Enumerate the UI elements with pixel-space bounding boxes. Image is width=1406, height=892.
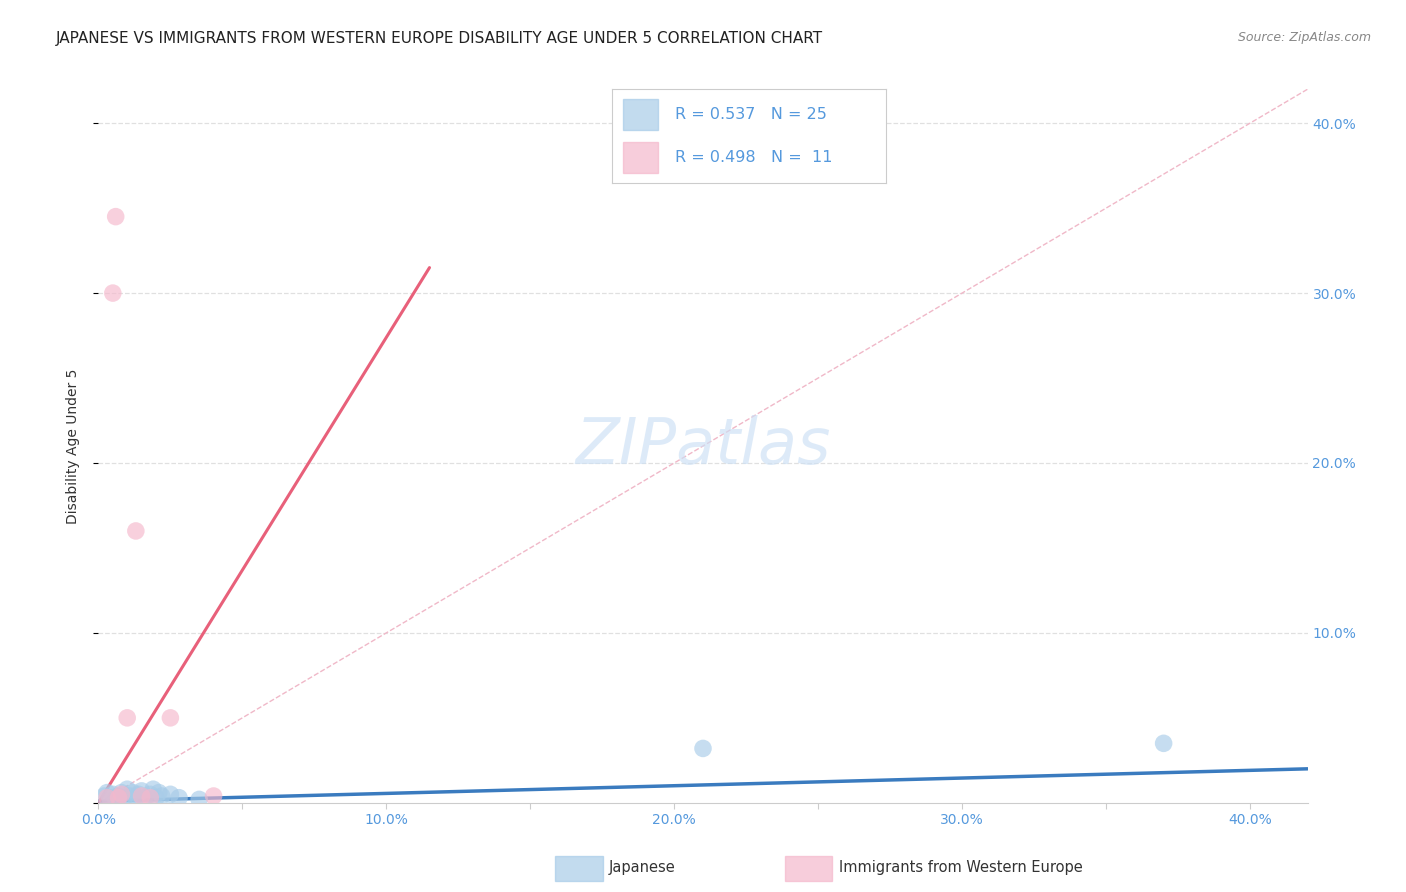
- Bar: [623, 98, 658, 130]
- Point: [96, 790, 118, 805]
- Point: [167, 790, 190, 805]
- Point: [134, 790, 156, 805]
- Point: [120, 789, 142, 803]
- Bar: [623, 142, 658, 173]
- Y-axis label: Disability Age Under 5: Disability Age Under 5: [66, 368, 80, 524]
- Point: [115, 711, 138, 725]
- Point: [104, 210, 127, 224]
- Point: [110, 787, 132, 801]
- Point: [159, 711, 181, 725]
- Point: [188, 792, 211, 806]
- Text: JAPANESE VS IMMIGRANTS FROM WESTERN EUROPE DISABILITY AGE UNDER 5 CORRELATION CH: JAPANESE VS IMMIGRANTS FROM WESTERN EURO…: [56, 31, 824, 46]
- Point: [93, 789, 115, 803]
- Point: [107, 789, 129, 803]
- Point: [148, 786, 170, 800]
- Point: [110, 786, 132, 800]
- Point: [128, 787, 150, 801]
- Point: [104, 792, 127, 806]
- Point: [115, 782, 138, 797]
- Point: [122, 786, 145, 800]
- Point: [125, 524, 148, 538]
- Point: [131, 789, 153, 803]
- Point: [131, 784, 153, 798]
- Point: [159, 787, 181, 801]
- Point: [107, 790, 129, 805]
- Point: [98, 790, 121, 805]
- Text: Source: ZipAtlas.com: Source: ZipAtlas.com: [1237, 31, 1371, 45]
- Point: [139, 790, 162, 805]
- Point: [125, 790, 148, 805]
- Point: [145, 790, 167, 805]
- Text: R = 0.537   N = 25: R = 0.537 N = 25: [675, 107, 827, 122]
- Point: [150, 789, 173, 803]
- Point: [112, 790, 135, 805]
- Point: [692, 741, 714, 756]
- Point: [101, 286, 124, 301]
- Text: R = 0.498   N =  11: R = 0.498 N = 11: [675, 150, 832, 165]
- Text: Japanese: Japanese: [609, 860, 675, 874]
- Point: [101, 787, 124, 801]
- Point: [1153, 736, 1175, 750]
- Text: Immigrants from Western Europe: Immigrants from Western Europe: [839, 860, 1083, 874]
- Text: ZIPatlas: ZIPatlas: [575, 415, 831, 477]
- Point: [142, 782, 165, 797]
- Point: [96, 786, 118, 800]
- Point: [139, 787, 162, 801]
- Point: [202, 789, 225, 803]
